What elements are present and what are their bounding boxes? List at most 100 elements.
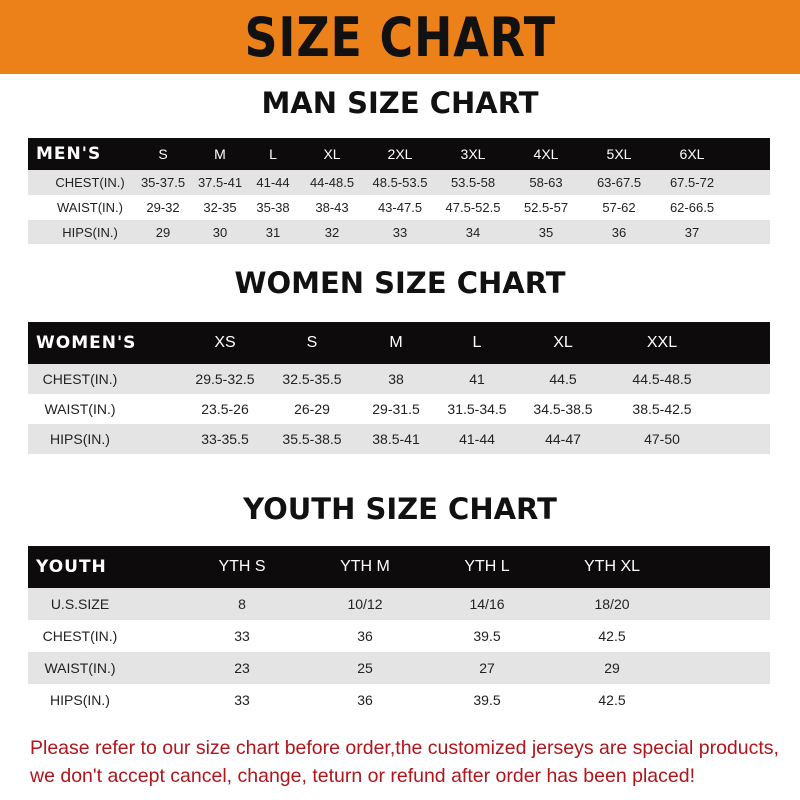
size-column-header: L (269, 146, 277, 162)
table-cell: 34 (465, 224, 481, 240)
size-column-header: 6XL (679, 146, 705, 162)
size-column-header: XXL (646, 334, 678, 351)
order-notice: Please refer to our size chart before or… (30, 734, 790, 790)
table-cell: 33-35.5 (201, 431, 249, 447)
table-cell: 38-43 (315, 200, 349, 215)
table-cell: 8 (238, 596, 246, 612)
size-column-header: XS (214, 334, 236, 351)
banner-title: SIZE CHART (244, 5, 556, 69)
women-size-table: WOMEN'S XS S M L XL XXL CHEST(IN.) 29.5-32.5 32.5… (28, 322, 770, 454)
table-cell: 62-66.5 (669, 200, 715, 215)
table-cell: 48.5-53.5 (372, 175, 428, 190)
table-cell: 23.5-26 (201, 401, 249, 417)
table-cell: 47.5-52.5 (445, 200, 501, 215)
table-cell: 29-32 (146, 200, 180, 215)
table-cell: 23 (234, 660, 250, 676)
table-row: WAIST(IN.) 23.5-26 26-29 29-31.5 31.5-34.5 34… (28, 394, 770, 424)
row-label: HIPS(IN.) (62, 224, 118, 240)
size-column-header: XL (553, 334, 573, 351)
size-column-header: YTH M (340, 558, 390, 575)
size-column-header: XL (323, 146, 341, 162)
size-column-header: S (158, 146, 168, 162)
row-label: CHEST(IN.) (42, 371, 118, 387)
table-row: CHEST(IN.) 29.5-32.5 32.5-35.5 38 41 44.5 44.5… (28, 364, 770, 394)
table-cell: 31.5-34.5 (447, 401, 507, 417)
table-cell: 42.5 (598, 692, 626, 708)
table-cell: 18/20 (594, 596, 630, 612)
size-column-header: L (472, 334, 482, 351)
row-label: HIPS(IN.) (50, 692, 110, 708)
table-cell: 44.5-48.5 (632, 371, 692, 387)
table-row: CHEST(IN.) 33 36 39.5 42.5 (28, 620, 770, 652)
table-row: HIPS(IN.) 33 36 39.5 42.5 (28, 684, 770, 716)
table-cell: 36 (611, 224, 627, 240)
table-cell: 52.5-57 (523, 200, 569, 215)
table-cell: 39.5 (473, 628, 501, 644)
table-row: U.S.SIZE 8 10/12 14/16 18/20 (28, 588, 770, 620)
table-cell: 26-29 (294, 401, 330, 417)
table-cell: 36 (357, 692, 373, 708)
table-cell: 34.5-38.5 (533, 401, 593, 417)
table-cell: 31 (265, 224, 281, 240)
table-cell: 35-37.5 (140, 175, 186, 190)
table-cell: 44-47 (545, 431, 581, 447)
size-column-header: 3XL (460, 146, 486, 162)
table-cell: 41-44 (256, 175, 290, 190)
table-cell: 37 (684, 224, 700, 240)
size-column-header: M (214, 146, 226, 162)
table-label-header: WOMEN'S (36, 333, 137, 353)
table-cell: 39.5 (473, 692, 501, 708)
table-cell: 32 (324, 224, 340, 240)
row-label: WAIST(IN.) (44, 401, 116, 417)
table-cell: 29-31.5 (372, 401, 420, 417)
table-cell: 27 (479, 660, 495, 676)
table-row: WAIST(IN.) 29-32 32-35 35-38 38-43 43-47.5 47.… (28, 195, 770, 220)
header-row: WOMEN'S XS S M L XL XXL (28, 322, 770, 364)
table-cell: 25 (357, 660, 373, 676)
table-row: HIPS(IN.) 33-35.5 35.5-38.5 38.5-41 41-44 44-… (28, 424, 770, 454)
table-row: CHEST(IN.) 35-37.5 37.5-41 41-44 44-48.5 48.5… (28, 170, 770, 195)
table-cell: 35-38 (256, 200, 290, 215)
row-label: HIPS(IN.) (50, 431, 110, 447)
table-cell: 29 (604, 660, 620, 676)
notice-line-2: we don't accept cancel, change, teturn o… (30, 765, 695, 787)
table-cell: 35.5-38.5 (282, 431, 342, 447)
table-cell: 42.5 (598, 628, 626, 644)
table-cell: 58-63 (529, 175, 563, 190)
table-cell: 32.5-35.5 (282, 371, 342, 387)
men-chart-title: MAN SIZE CHART (261, 86, 539, 120)
table-cell: 41 (469, 371, 485, 387)
size-column-header: 4XL (533, 146, 559, 162)
table-cell: 38.5-42.5 (632, 401, 692, 417)
row-label: WAIST(IN.) (57, 200, 123, 215)
size-chart-banner: SIZE CHART (0, 0, 800, 74)
table-label-header: YOUTH (36, 557, 107, 577)
table-cell: 36 (357, 628, 373, 644)
table-cell: 47-50 (644, 431, 680, 447)
table-cell: 10/12 (347, 596, 383, 612)
youth-chart-title: YOUTH SIZE CHART (243, 492, 557, 526)
table-cell: 63-67.5 (596, 175, 642, 190)
size-column-header: 5XL (606, 146, 632, 162)
size-column-header: YTH S (218, 558, 266, 575)
notice-line-1: Please refer to our size chart before or… (30, 737, 779, 759)
size-column-header: M (389, 334, 403, 351)
header-row: YOUTH YTH S YTH M YTH L YTH XL (28, 546, 770, 588)
size-column-header: S (306, 334, 318, 351)
table-cell: 38 (388, 371, 404, 387)
youth-size-table: YOUTH YTH S YTH M YTH L YTH XL U.S.SIZE 8 10/12… (28, 546, 770, 716)
table-cell: 53.5-58 (450, 175, 496, 190)
table-row: WAIST(IN.) 23 25 27 29 (28, 652, 770, 684)
size-column-header: 2XL (387, 146, 413, 162)
table-cell: 29.5-32.5 (195, 371, 255, 387)
table-cell: 44.5 (549, 371, 577, 387)
table-cell: 67.5-72 (669, 175, 715, 190)
table-cell: 38.5-41 (372, 431, 420, 447)
men-size-table: MEN'S S M L XL 2XL 3XL 4XL 5XL 6XL CHEST(IN.) 35-37… (28, 138, 770, 244)
table-cell: 32-35 (203, 200, 237, 215)
table-cell: 33 (234, 628, 250, 644)
table-cell: 57-62 (602, 200, 636, 215)
table-cell: 33 (392, 224, 408, 240)
table-cell: 44-48.5 (309, 175, 355, 190)
table-cell: 41-44 (459, 431, 495, 447)
